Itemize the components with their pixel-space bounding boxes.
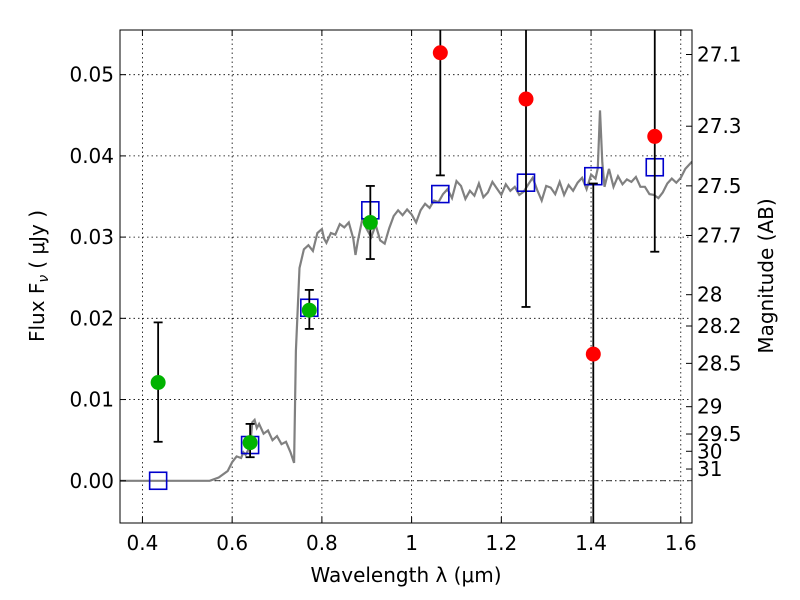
y-tick-label: 0.03 bbox=[69, 225, 114, 249]
data-series bbox=[120, 30, 692, 523]
model-spectrum-line bbox=[120, 110, 692, 482]
red-photometry-point bbox=[518, 91, 534, 107]
mag-tick-label: 28 bbox=[697, 283, 722, 307]
mag-tick-label: 27.5 bbox=[697, 174, 742, 198]
y-tick-label: 0.01 bbox=[69, 388, 114, 412]
x-tick-label: 1.2 bbox=[485, 531, 517, 555]
x-tick-label: 1 bbox=[405, 531, 418, 555]
y-axis-label: Flux Fν ( μJy ) bbox=[25, 210, 52, 342]
y-tick-label: 0.00 bbox=[69, 469, 114, 493]
y-tick-label: 0.02 bbox=[69, 306, 114, 330]
mag-tick-label: 27.7 bbox=[697, 223, 742, 247]
green-photometry-point bbox=[242, 435, 258, 451]
mag-tick-label: 27.3 bbox=[697, 114, 742, 138]
y-tick-label: 0.05 bbox=[69, 63, 114, 87]
red-photometry-point bbox=[432, 45, 448, 61]
x-axis-label: Wavelength λ (μm) bbox=[310, 563, 501, 587]
mag-tick-label: 28.2 bbox=[697, 314, 742, 338]
axis-ticks: 0.4 0.6 0.8 1 1.2 1.4 1.6 0.00 0.01 0.02 0.03 0.04 0… bbox=[69, 30, 742, 555]
model-flux-square bbox=[148, 471, 168, 491]
x-tick-label: 0.8 bbox=[306, 531, 338, 555]
x-tick-label: 0.6 bbox=[216, 531, 248, 555]
mag-tick-label: 28.5 bbox=[697, 351, 742, 375]
plot-frame bbox=[119, 29, 693, 524]
mag-tick-label: 31 bbox=[697, 457, 722, 481]
red-photometry-point bbox=[647, 128, 663, 144]
y-axis-label-sub: ν bbox=[36, 275, 52, 283]
x-tick-label: 1.4 bbox=[575, 531, 607, 555]
x-tick-label: 1.6 bbox=[665, 531, 697, 555]
y-tick-label: 0.04 bbox=[69, 144, 114, 168]
grid bbox=[120, 30, 692, 523]
model-flux-square bbox=[431, 184, 450, 204]
mag-tick-label: 30 bbox=[697, 439, 722, 463]
red-photometry-point bbox=[585, 346, 601, 362]
mag-tick-label: 27.1 bbox=[697, 42, 742, 66]
y-axis-label-unit: ( μJy ) bbox=[25, 210, 49, 269]
y2-axis-label: Magnitude (AB) bbox=[754, 198, 778, 353]
mag-tick-label: 29.5 bbox=[697, 422, 742, 446]
x-tick-label: 0.4 bbox=[127, 531, 159, 555]
green-photometry-point bbox=[301, 302, 317, 318]
mag-tick-label: 29 bbox=[697, 395, 722, 419]
green-photometry-point bbox=[362, 214, 378, 230]
y-axis-label-main: Flux F bbox=[25, 283, 49, 342]
green-photometry-point bbox=[150, 374, 166, 390]
